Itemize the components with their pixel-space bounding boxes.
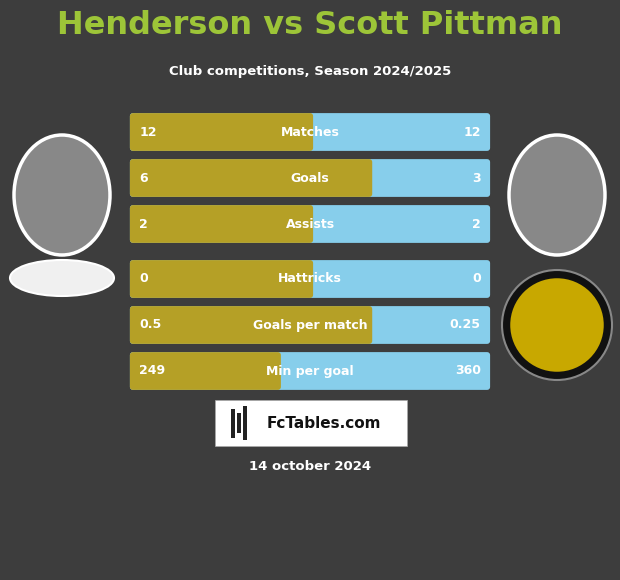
- FancyBboxPatch shape: [215, 400, 407, 446]
- Text: Club competitions, Season 2024/2025: Club competitions, Season 2024/2025: [169, 65, 451, 78]
- Text: 12: 12: [463, 125, 480, 139]
- FancyBboxPatch shape: [130, 306, 490, 344]
- Ellipse shape: [14, 135, 110, 255]
- Ellipse shape: [509, 135, 605, 255]
- Text: 249: 249: [140, 364, 166, 378]
- FancyBboxPatch shape: [130, 260, 313, 298]
- Text: Goals: Goals: [291, 172, 329, 184]
- Text: Goals per match: Goals per match: [253, 318, 367, 332]
- Text: Matches: Matches: [281, 125, 339, 139]
- FancyBboxPatch shape: [130, 352, 281, 390]
- FancyBboxPatch shape: [130, 159, 372, 197]
- Text: 360: 360: [455, 364, 480, 378]
- FancyBboxPatch shape: [130, 113, 490, 151]
- Text: 3: 3: [472, 172, 480, 184]
- Ellipse shape: [502, 270, 612, 380]
- FancyBboxPatch shape: [130, 205, 313, 243]
- FancyBboxPatch shape: [130, 306, 372, 344]
- Text: 14 october 2024: 14 october 2024: [249, 460, 371, 473]
- FancyBboxPatch shape: [130, 352, 490, 390]
- FancyBboxPatch shape: [243, 405, 247, 440]
- Text: 0.5: 0.5: [140, 318, 161, 332]
- Text: Henderson vs Scott Pittman: Henderson vs Scott Pittman: [57, 10, 563, 41]
- Text: 0: 0: [140, 273, 148, 285]
- Text: 2: 2: [472, 218, 480, 230]
- FancyBboxPatch shape: [231, 408, 235, 437]
- Text: Min per goal: Min per goal: [266, 364, 354, 378]
- Text: 0.25: 0.25: [450, 318, 480, 332]
- FancyBboxPatch shape: [237, 412, 241, 433]
- FancyBboxPatch shape: [130, 159, 490, 197]
- FancyBboxPatch shape: [130, 260, 490, 298]
- FancyBboxPatch shape: [130, 113, 313, 151]
- Text: 2: 2: [140, 218, 148, 230]
- FancyBboxPatch shape: [130, 205, 490, 243]
- Text: Hattricks: Hattricks: [278, 273, 342, 285]
- Text: 12: 12: [140, 125, 157, 139]
- Ellipse shape: [10, 260, 114, 296]
- Text: 6: 6: [140, 172, 148, 184]
- Text: Assists: Assists: [285, 218, 335, 230]
- Text: FcTables.com: FcTables.com: [266, 415, 381, 430]
- Ellipse shape: [510, 278, 604, 372]
- Text: 0: 0: [472, 273, 480, 285]
